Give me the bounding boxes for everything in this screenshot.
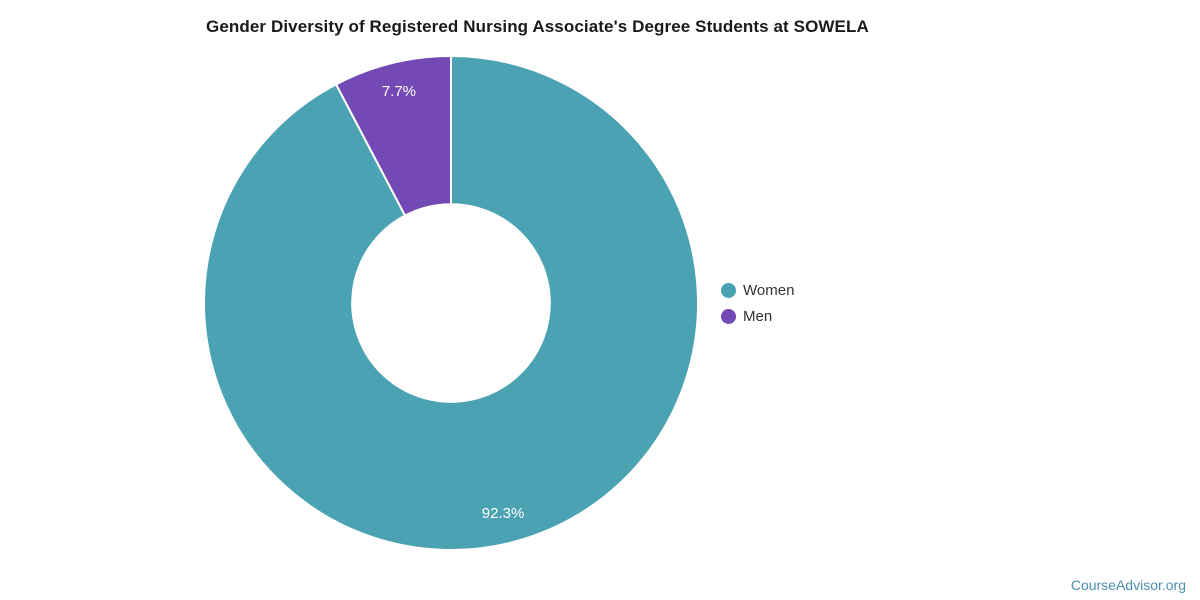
chart-legend: Women Men (721, 277, 794, 329)
legend-label: Women (743, 281, 795, 299)
legend-dot-icon (721, 308, 736, 324)
source-attribution-link[interactable]: CourseAdvisor.org (1070, 577, 1186, 593)
donut-slice-men[interactable] (335, 55, 452, 217)
donut-slice-women[interactable] (203, 55, 699, 551)
chart-title: Gender Diversity of Registered Nursing A… (206, 17, 869, 36)
slice-label-men: 7.7% (382, 83, 416, 100)
legend-item-women[interactable]: Women (721, 277, 794, 303)
legend-dot-icon (721, 282, 736, 298)
legend-label: Men (743, 307, 773, 325)
legend-item-men[interactable]: Men (721, 303, 794, 329)
slice-label-women: 92.3% (482, 505, 525, 522)
